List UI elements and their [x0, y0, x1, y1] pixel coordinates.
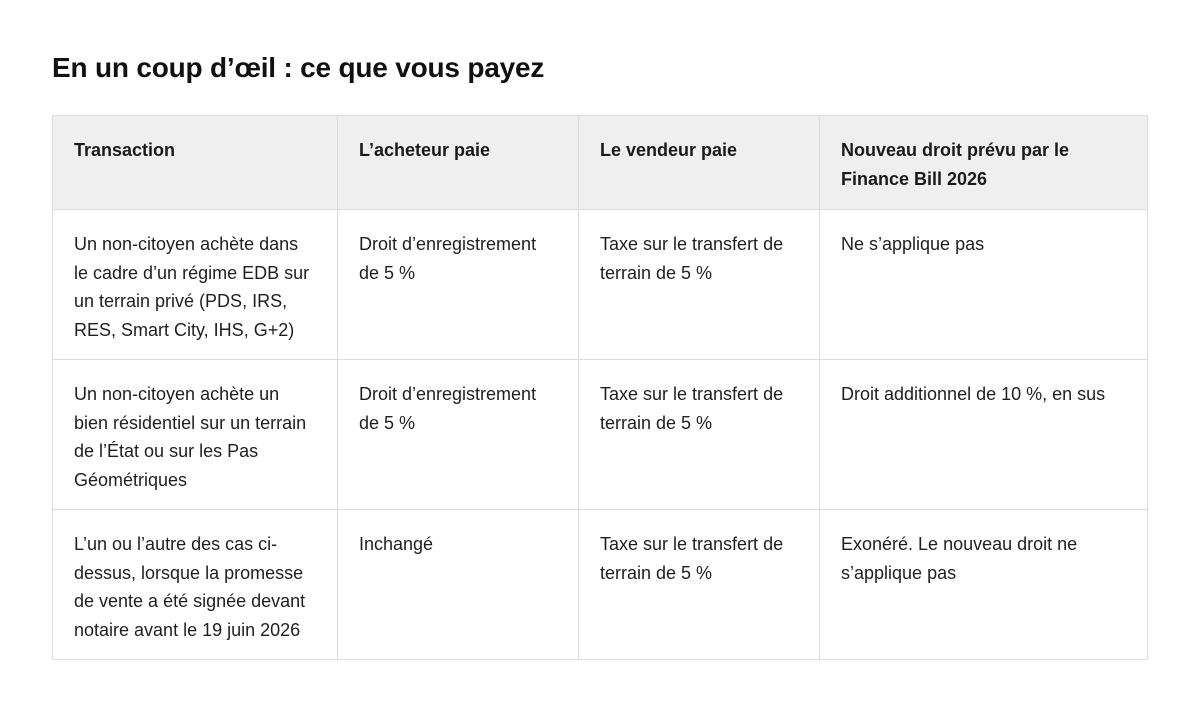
- cell-buyer-pays: Droit d’enregistrement de 5 %: [337, 209, 579, 360]
- header-new-duty: Nouveau droit prévu par le Finance Bill …: [819, 115, 1148, 210]
- table-row: Un non-citoyen achète dans le cadre d’un…: [52, 209, 1148, 360]
- cell-seller-pays: Taxe sur le transfert de terrain de 5 %: [578, 359, 820, 510]
- cell-seller-pays: Taxe sur le transfert de terrain de 5 %: [578, 209, 820, 360]
- cell-transaction: Un non-citoyen achète dans le cadre d’un…: [52, 209, 338, 360]
- table-row: L’un ou l’autre des cas ci-dessus, lorsq…: [52, 509, 1148, 660]
- payment-summary-table: Transaction L’acheteur paie Le vendeur p…: [52, 115, 1148, 660]
- cell-new-duty: Droit additionnel de 10 %, en sus: [819, 359, 1148, 510]
- cell-new-duty: Ne s’applique pas: [819, 209, 1148, 360]
- header-buyer-pays: L’acheteur paie: [337, 115, 579, 210]
- cell-transaction: L’un ou l’autre des cas ci-dessus, lorsq…: [52, 509, 338, 660]
- table-header-row: Transaction L’acheteur paie Le vendeur p…: [52, 115, 1148, 210]
- header-transaction: Transaction: [52, 115, 338, 210]
- page-title: En un coup d’œil : ce que vous payez: [52, 52, 545, 83]
- cell-transaction: Un non-citoyen achète un bien résidentie…: [52, 359, 338, 510]
- cell-new-duty: Exonéré. Le nouveau droit ne s’applique …: [819, 509, 1148, 660]
- cell-seller-pays: Taxe sur le transfert de terrain de 5 %: [578, 509, 820, 660]
- cell-buyer-pays: Droit d’enregistrement de 5 %: [337, 359, 579, 510]
- cell-buyer-pays: Inchangé: [337, 509, 579, 660]
- table-row: Un non-citoyen achète un bien résidentie…: [52, 359, 1148, 510]
- header-seller-pays: Le vendeur paie: [578, 115, 820, 210]
